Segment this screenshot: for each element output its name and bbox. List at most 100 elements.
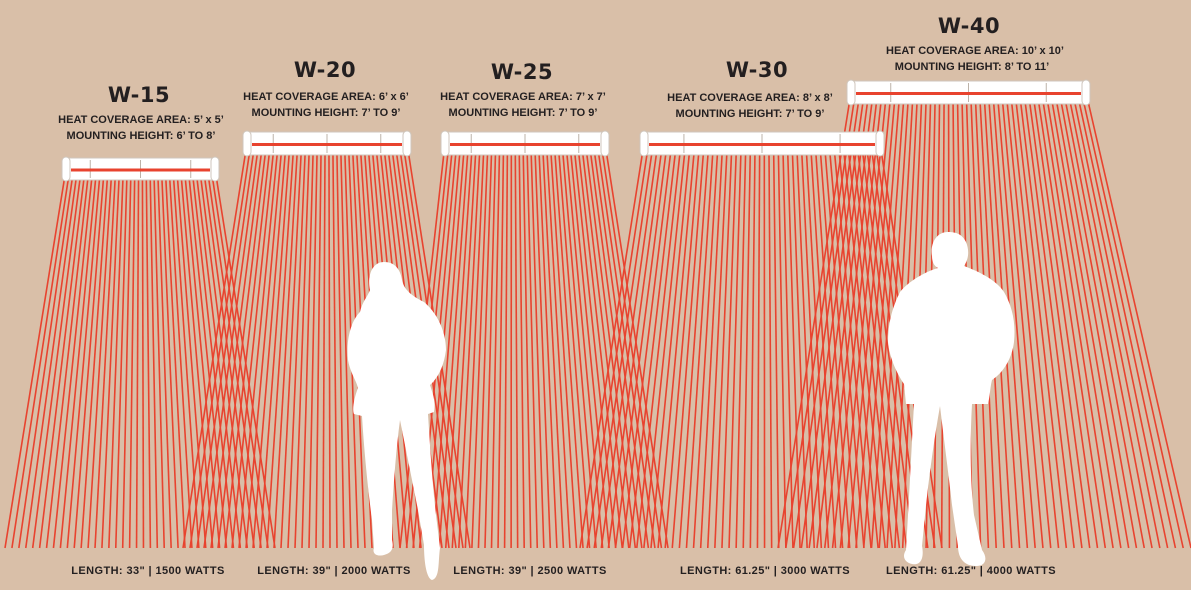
heat-beam [1058, 92, 1146, 549]
heat-beam [699, 143, 724, 549]
heat-beam [490, 143, 501, 549]
heat-beam [45, 168, 90, 549]
heat-beam [530, 143, 545, 549]
heat-beam [259, 143, 291, 549]
heat-beam [266, 143, 295, 549]
heat-beam [1076, 92, 1177, 549]
heat-beam [596, 143, 656, 549]
heat-beam [657, 143, 696, 549]
heater-end-cap [210, 156, 220, 182]
model-title-w20: W-20 [293, 58, 357, 82]
heat-beam [819, 143, 851, 549]
model-title-w25: W-25 [490, 60, 554, 84]
coverage-text-w15: HEAT COVERAGE AREA: 5’ x 5’ [58, 114, 224, 126]
heat-beam [1023, 92, 1083, 549]
heat-beam [846, 143, 894, 549]
heat-beam [52, 168, 94, 549]
heat-beam [332, 143, 338, 549]
heat-beam [94, 168, 117, 549]
heat-beam [808, 92, 870, 549]
coverage-text-w40: HEAT COVERAGE AREA: 10’ x 10’ [886, 45, 1064, 57]
heat-beam [837, 143, 879, 549]
heat-beam [458, 143, 481, 549]
heat-beam [328, 143, 331, 549]
heat-beam [24, 168, 79, 549]
heat-beam [80, 168, 109, 549]
model-title-w15: W-15 [107, 83, 171, 107]
heat-beam [607, 143, 664, 549]
heater-unit-w40 [846, 79, 1091, 106]
heat-beam [231, 143, 276, 549]
heat-beam [1067, 92, 1161, 549]
heat-beam [153, 168, 166, 549]
heat-beam [847, 92, 892, 549]
heat-beam [839, 92, 888, 549]
heat-beam [526, 143, 539, 549]
heat-beam [549, 143, 578, 549]
heat-beam [518, 143, 525, 549]
heat-beam [322, 143, 326, 549]
heat-beam [800, 92, 866, 549]
heater-end-cap [639, 130, 649, 157]
heat-beam [569, 143, 610, 549]
heater-unit-w25 [440, 130, 610, 157]
heat-beam [553, 143, 584, 549]
heater-unit-w15 [61, 156, 220, 182]
heat-beam [273, 143, 299, 549]
heat-beam [593, 143, 655, 549]
heat-beam [66, 168, 102, 549]
heat-beam [1080, 92, 1184, 549]
heat-beam [831, 92, 883, 549]
heat-beam [600, 143, 659, 549]
heat-beam [477, 143, 493, 549]
heater-units [61, 79, 1091, 182]
model-title-w30: W-30 [725, 58, 789, 82]
heat-beam [172, 168, 200, 549]
mounting-text-w20: MOUNTING HEIGHT: 7’ TO 9’ [251, 107, 401, 119]
heat-beam [996, 92, 1036, 549]
heat-beam [792, 92, 861, 549]
heat-beam [179, 168, 214, 549]
heat-beam [592, 143, 650, 549]
heat-beam [315, 143, 322, 549]
heat-beam [522, 143, 532, 549]
spec-text-w20: LENGTH: 39" | 2000 WATTS [257, 565, 411, 577]
heat-beam [1040, 92, 1114, 549]
heater-end-cap [440, 130, 450, 157]
heat-beam [557, 143, 591, 549]
heat-beam [238, 143, 280, 549]
heat-beam [749, 143, 756, 549]
heater-end-cap [846, 79, 856, 106]
heat-beam [1045, 92, 1122, 549]
heat-beam [335, 143, 345, 549]
heat-beam [4, 168, 67, 549]
heat-beam [175, 168, 207, 549]
mounting-text-w40: MOUNTING HEIGHT: 8’ TO 11’ [894, 61, 1050, 73]
heat-beam [664, 143, 701, 549]
heat-beam [438, 143, 470, 549]
heat-beam [565, 143, 604, 549]
spec-text-w15: LENGTH: 33" | 1500 WATTS [71, 565, 225, 577]
heat-beam [1000, 92, 1044, 549]
model-title-w40: W-40 [937, 14, 1001, 38]
heat-beam [1049, 92, 1130, 549]
heat-beam [678, 143, 710, 549]
heat-beam [714, 143, 733, 549]
heat-beam [580, 143, 630, 549]
heat-beam [772, 143, 780, 549]
heat-beam [431, 143, 466, 549]
heat-beam [203, 143, 260, 549]
heat-beam [245, 143, 283, 549]
heat-beam [11, 168, 71, 549]
heater-end-cap [242, 130, 252, 157]
heat-beam [287, 143, 307, 549]
heat-beam [114, 168, 128, 549]
heat-beam [1032, 92, 1099, 549]
heat-beam [828, 143, 865, 549]
heat-beam [1014, 92, 1068, 549]
heat-beam [101, 168, 121, 549]
spec-text-w25: LENGTH: 39" | 2500 WATTS [453, 565, 607, 577]
heat-beam [782, 143, 794, 549]
heat-beam [643, 143, 687, 549]
heat-beam [1071, 92, 1169, 549]
